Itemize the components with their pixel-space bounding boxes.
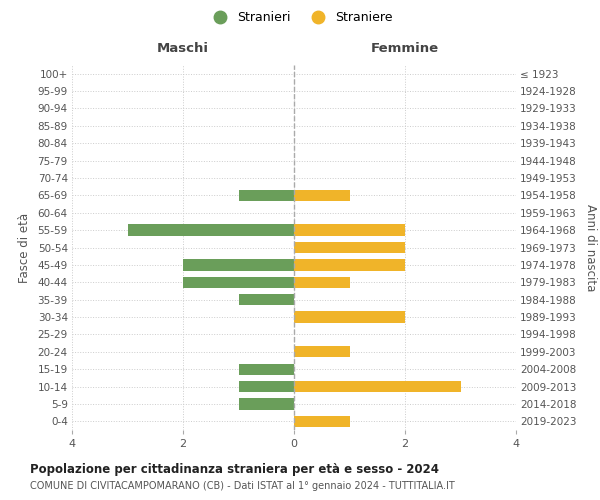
Y-axis label: Fasce di età: Fasce di età (17, 212, 31, 282)
Text: Popolazione per cittadinanza straniera per età e sesso - 2024: Popolazione per cittadinanza straniera p… (30, 462, 439, 475)
Bar (294, 312, 405, 322)
Bar (294, 242, 405, 253)
Legend: Stranieri, Straniere: Stranieri, Straniere (202, 6, 398, 29)
Text: Femmine: Femmine (371, 42, 439, 54)
Bar (239, 190, 294, 201)
Bar (294, 190, 349, 201)
Bar (294, 276, 349, 288)
Text: COMUNE DI CIVITACAMPOMARANO (CB) - Dati ISTAT al 1° gennaio 2024 - TUTTITALIA.IT: COMUNE DI CIVITACAMPOMARANO (CB) - Dati … (30, 481, 455, 491)
Bar (294, 346, 349, 358)
Y-axis label: Anni di nascita: Anni di nascita (584, 204, 597, 291)
Bar (239, 364, 294, 375)
Bar (294, 224, 405, 236)
Bar (294, 381, 461, 392)
Bar (239, 294, 294, 306)
Text: Maschi: Maschi (157, 42, 209, 54)
Bar (183, 259, 294, 270)
Bar (128, 224, 294, 236)
Bar (183, 276, 294, 288)
Bar (239, 398, 294, 409)
Bar (294, 416, 349, 427)
Bar (239, 381, 294, 392)
Bar (294, 259, 405, 270)
